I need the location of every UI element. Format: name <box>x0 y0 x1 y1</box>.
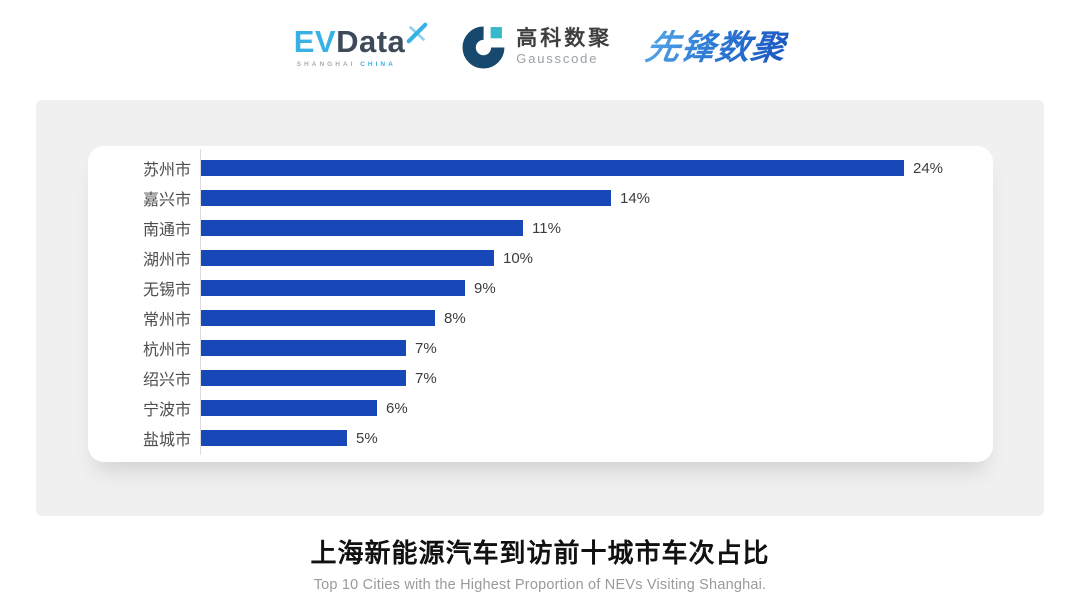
bar-category-label: 湖州市 <box>142 252 191 269</box>
bar-value-label: 9% <box>474 279 496 297</box>
gausscode-en-text: Gausscode <box>516 51 599 67</box>
caption-block: 上海新能源汽车到访前十城市车次占比 Top 10 Cities with the… <box>0 533 1080 593</box>
bar-track: 6% <box>200 400 993 417</box>
bar <box>201 250 494 266</box>
bar <box>201 370 406 386</box>
chart-row: 绍兴市 7% <box>88 363 993 393</box>
pioneer-logo: 先锋数聚 <box>643 29 790 67</box>
evdata-wordmark: EV Data <box>293 22 429 59</box>
chart-row: 无锡市 9% <box>88 273 993 303</box>
bar-value-label: 8% <box>444 309 466 327</box>
bar-category-label: 宁波市 <box>142 402 191 419</box>
bar <box>201 400 377 416</box>
evdata-ev-text: EV <box>293 24 337 59</box>
bar-category-label: 南通市 <box>142 222 191 239</box>
bar-category-label: 盐城市 <box>142 432 191 449</box>
chart-row: 盐城市 5% <box>88 423 993 453</box>
bar-value-label: 7% <box>415 369 437 387</box>
chart-subtitle: Top 10 Cities with the Highest Proportio… <box>313 577 767 593</box>
bar-category-label: 无锡市 <box>142 282 191 299</box>
evdata-subtext: SHANGHAI CHINA <box>294 61 396 68</box>
chart-row: 常州市 8% <box>88 303 993 333</box>
gausscode-logo: 高科数聚 Gausscode <box>462 24 612 69</box>
chart-row: 杭州市 7% <box>88 333 993 363</box>
chart-row: 宁波市 6% <box>88 393 993 423</box>
bar-track: 14% <box>200 190 993 207</box>
bar <box>201 160 904 176</box>
x-star-icon <box>406 22 428 44</box>
bar-track: 5% <box>200 430 993 447</box>
chart-row: 嘉兴市 14% <box>88 183 993 213</box>
gausscode-cn-text: 高科数聚 <box>516 26 613 50</box>
bar <box>201 430 347 446</box>
bar-category-label: 常州市 <box>142 312 191 329</box>
bar <box>201 340 406 356</box>
bar-value-label: 5% <box>356 429 378 447</box>
bar <box>201 310 435 326</box>
chart-row: 湖州市 10% <box>88 243 993 273</box>
bar-value-label: 7% <box>415 339 437 357</box>
bar-category-label: 嘉兴市 <box>142 192 191 209</box>
chart-row: 南通市 11% <box>88 213 993 243</box>
evdata-shanghai-text: SHANGHAI <box>296 61 356 68</box>
chart-row: 苏州市 24% <box>88 153 993 183</box>
bar-value-label: 10% <box>503 249 534 267</box>
bar-track: 7% <box>200 340 993 357</box>
bar-value-label: 11% <box>532 219 561 237</box>
g-ring-icon <box>462 26 505 69</box>
bar-category-label: 苏州市 <box>142 162 191 179</box>
bar <box>201 280 465 296</box>
bar-track: 9% <box>200 280 993 297</box>
evdata-china-text: CHINA <box>360 61 396 68</box>
bar-chart: 苏州市 24% 嘉兴市 14% 南通市 11% 湖州市 10% 无锡市 9% 常州市 8% 杭州市 7% 绍… <box>88 146 993 455</box>
bar-track: 24% <box>200 160 993 177</box>
bar-track: 11% <box>200 220 993 237</box>
evdata-logo: EV Data SHANGHAI CHINA <box>293 22 429 68</box>
bar <box>201 220 523 236</box>
bar-value-label: 24% <box>913 159 944 177</box>
logo-header: EV Data SHANGHAI CHINA 高科数聚 Gausscode 先锋… <box>0 0 1080 100</box>
chart-panel: 苏州市 24% 嘉兴市 14% 南通市 11% 湖州市 10% 无锡市 9% 常州市 8% 杭州市 7% 绍… <box>88 146 993 462</box>
bar-track: 7% <box>200 370 993 387</box>
bar-track: 8% <box>200 310 993 327</box>
bar-category-label: 杭州市 <box>142 342 191 359</box>
gausscode-text: 高科数聚 Gausscode <box>516 27 612 66</box>
evdata-data-text: Data <box>336 24 406 59</box>
y-axis-line <box>200 149 201 455</box>
chart-card: 苏州市 24% 嘉兴市 14% 南通市 11% 湖州市 10% 无锡市 9% 常州市 8% 杭州市 7% 绍… <box>36 100 1044 516</box>
bar-value-label: 6% <box>386 399 408 417</box>
bar-value-label: 14% <box>620 189 651 207</box>
chart-title: 上海新能源汽车到访前十城市车次占比 <box>310 538 770 568</box>
bar-track: 10% <box>200 250 993 267</box>
bar <box>201 190 611 206</box>
bar-category-label: 绍兴市 <box>142 372 191 389</box>
